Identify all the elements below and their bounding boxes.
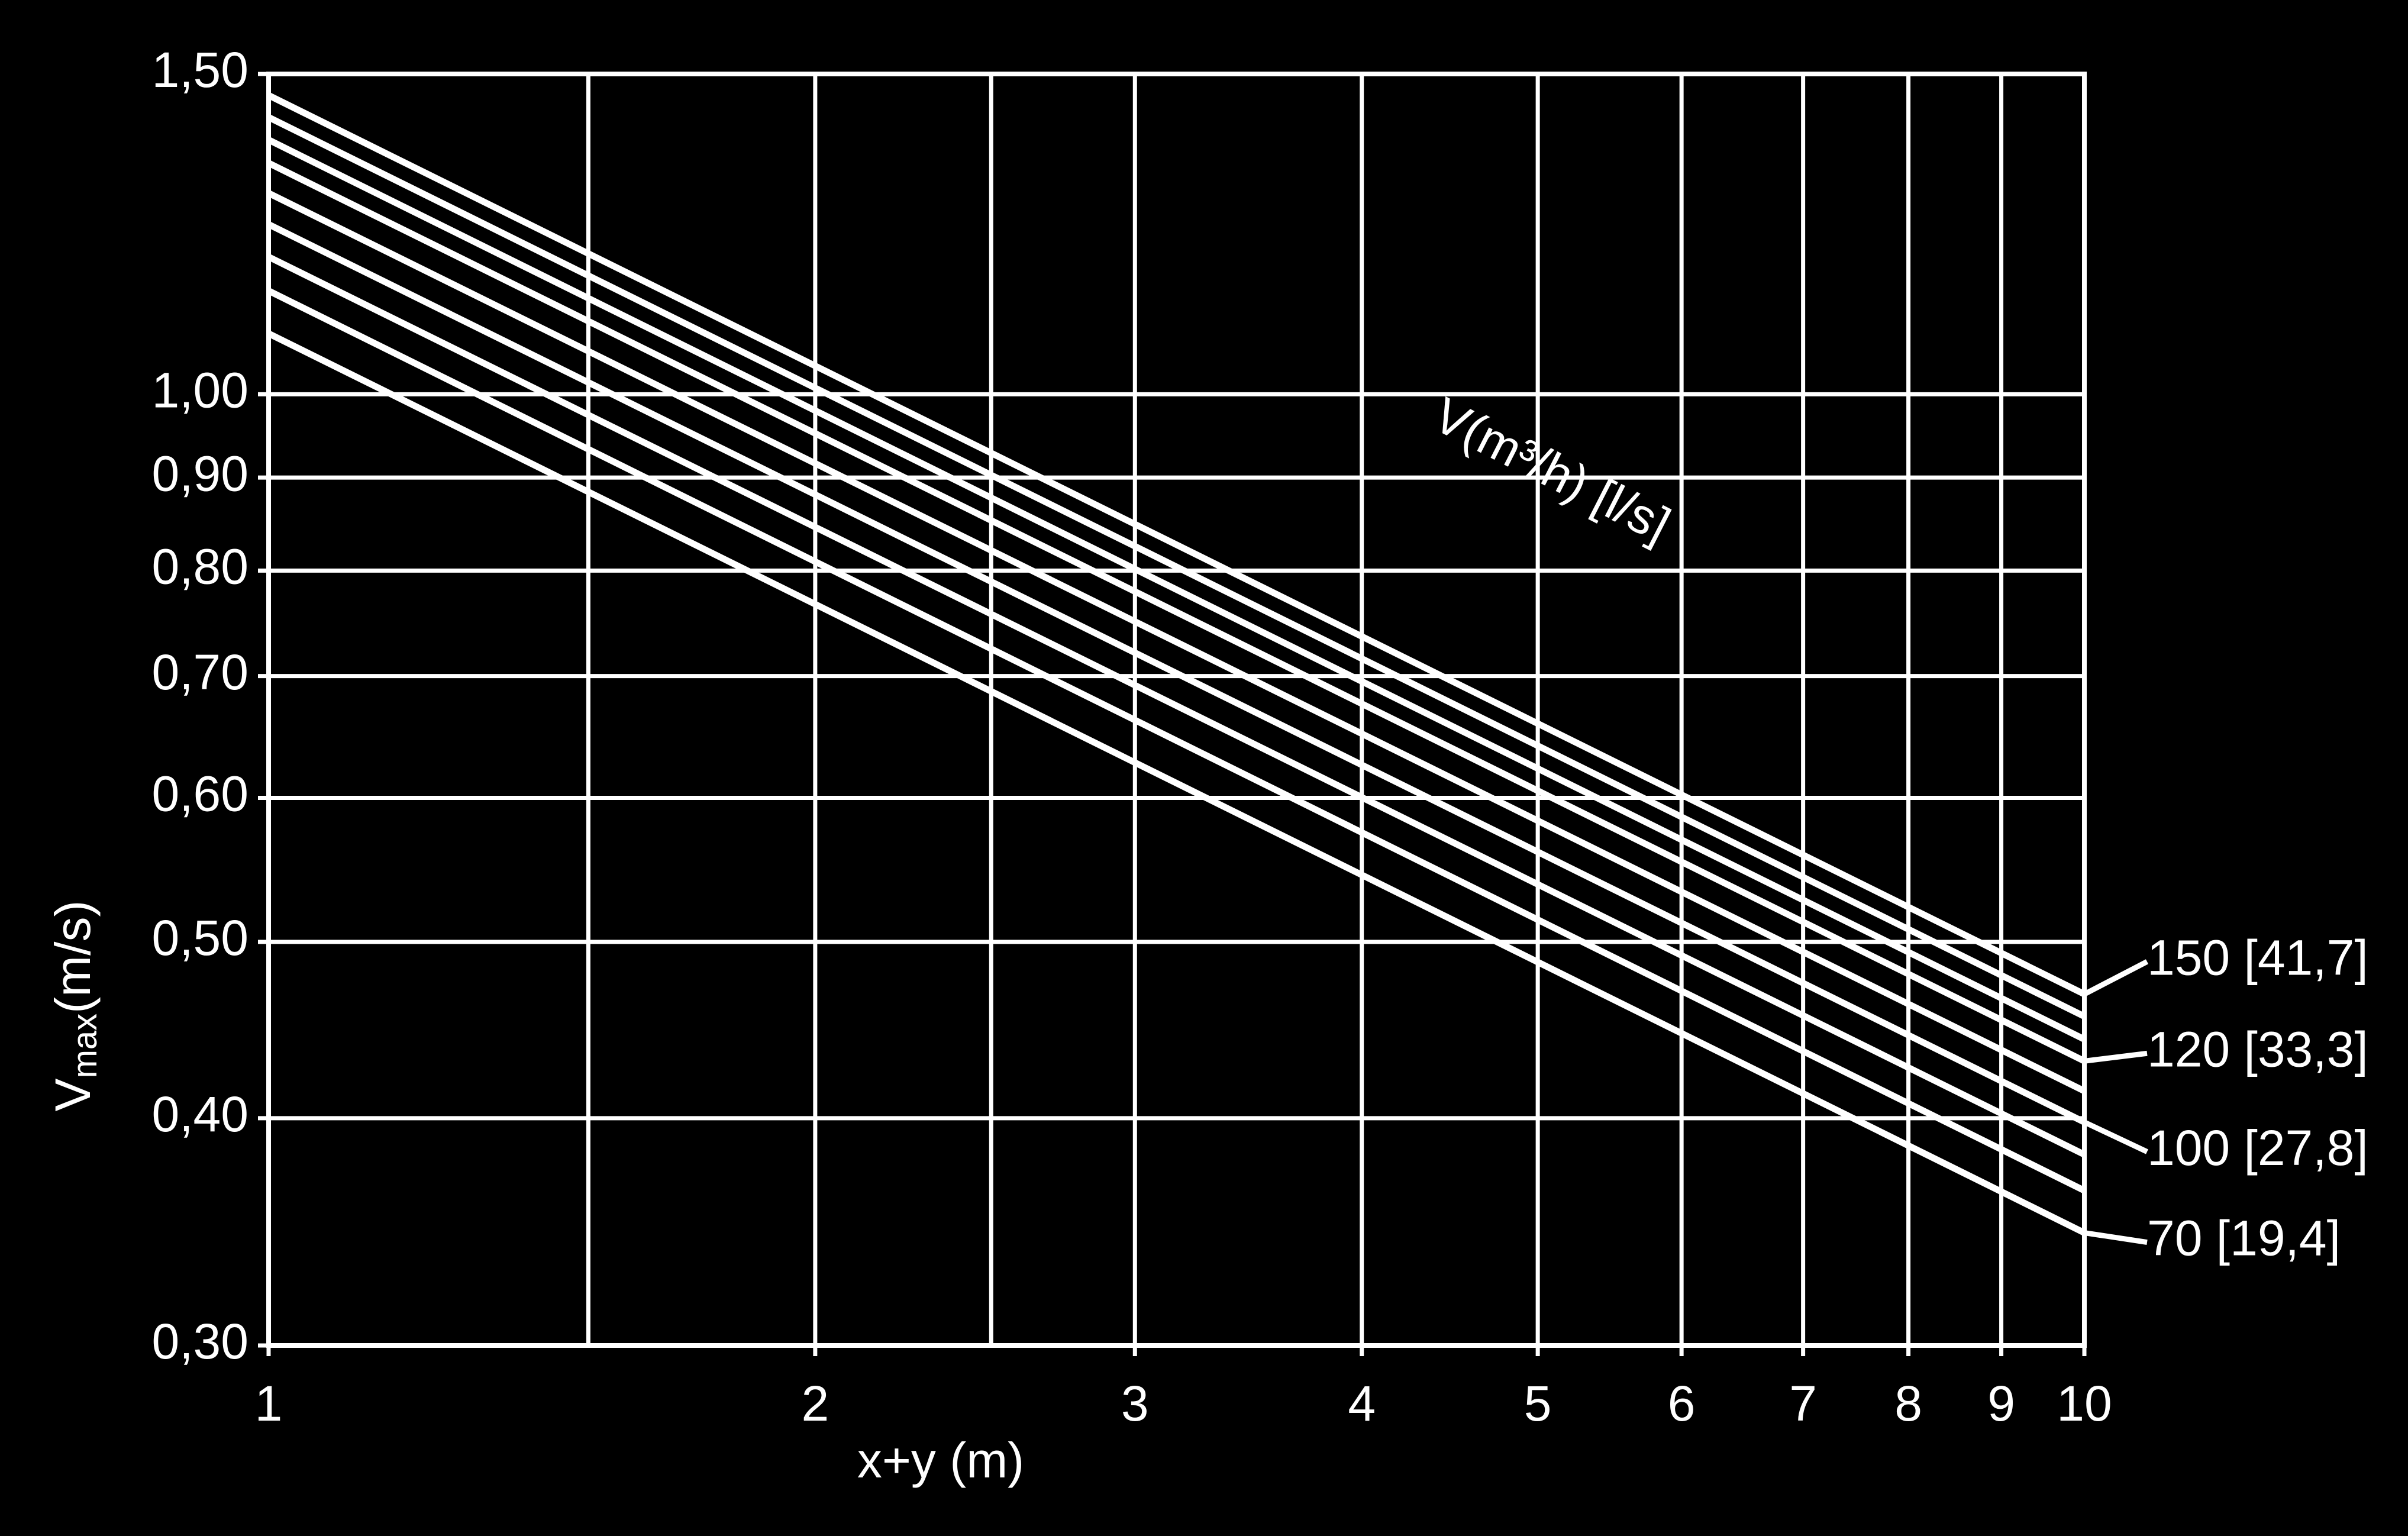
x-tick-label: 6 bbox=[1668, 1376, 1696, 1431]
y-tick-label: 1,50 bbox=[152, 42, 249, 98]
x-tick-label: 9 bbox=[1987, 1376, 2015, 1431]
y-tick-label: 0,80 bbox=[152, 539, 249, 595]
y-tick-label: 0,60 bbox=[152, 766, 249, 822]
x-tick-label: 1 bbox=[255, 1376, 283, 1431]
y-tick-label: 0,90 bbox=[152, 446, 249, 501]
leader-line bbox=[2084, 1050, 2148, 1064]
y-tick-label: 1,00 bbox=[152, 363, 249, 418]
x-tick-label: 10 bbox=[2057, 1376, 2112, 1431]
x-tick-label: 5 bbox=[1524, 1376, 1552, 1431]
legend-label: 70 [19,4] bbox=[2147, 1211, 2341, 1266]
y-tick-label: 0,50 bbox=[152, 910, 249, 966]
y-label-unit: (m/s) bbox=[45, 901, 101, 1014]
x-tick-label: 8 bbox=[1894, 1376, 1922, 1431]
series-line bbox=[267, 92, 2086, 998]
series-line bbox=[267, 288, 2086, 1194]
series-line bbox=[267, 160, 2086, 1064]
y-tick-label: 0,40 bbox=[152, 1086, 249, 1142]
series-line bbox=[267, 137, 2086, 1043]
series-line bbox=[267, 190, 2086, 1094]
x-tick-label: 4 bbox=[1348, 1376, 1376, 1431]
x-tick-label: 2 bbox=[802, 1376, 829, 1431]
x-tick-label: 3 bbox=[1121, 1376, 1149, 1431]
x-tick-label: 7 bbox=[1789, 1376, 1817, 1431]
y-tick-label: 0,70 bbox=[152, 644, 249, 700]
y-tick-label: 0,30 bbox=[152, 1314, 249, 1369]
leader-line bbox=[2083, 959, 2149, 997]
legend-label: 150 [41,7] bbox=[2147, 930, 2368, 985]
series-line bbox=[267, 330, 2086, 1236]
leader-line bbox=[2083, 1119, 2148, 1154]
leader-line bbox=[2084, 1230, 2148, 1245]
y-label-main: V bbox=[45, 1078, 101, 1111]
y-label-sub: max bbox=[66, 1014, 104, 1079]
legend-label: 100 [27,8] bbox=[2147, 1120, 2368, 1176]
y-axis-label: Vmax(m/s) bbox=[45, 901, 104, 1112]
series-line bbox=[267, 114, 2086, 1019]
legend-label: 120 [33,3] bbox=[2147, 1021, 2368, 1077]
plot-frame bbox=[266, 72, 2087, 1348]
x-axis-label: x+y (m) bbox=[857, 1432, 1024, 1488]
series-line bbox=[267, 221, 2086, 1125]
series-line bbox=[267, 254, 2086, 1158]
